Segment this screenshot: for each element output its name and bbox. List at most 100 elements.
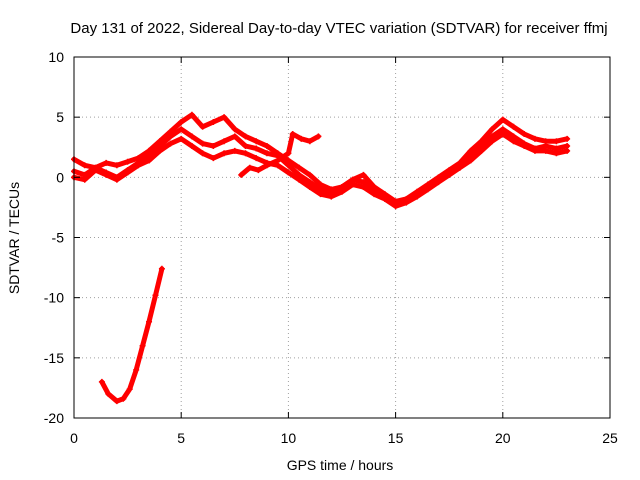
data-point: [178, 135, 185, 142]
y-axis-label: SDTVAR / TECUs: [6, 182, 22, 294]
data-point: [246, 164, 253, 171]
x-tick-label: 0: [70, 430, 78, 446]
data-point: [231, 133, 238, 140]
data-point: [126, 386, 133, 393]
data-point: [263, 162, 270, 169]
data-point: [92, 167, 99, 174]
y-tick-label: -20: [44, 410, 64, 426]
data-point: [456, 164, 463, 171]
data-point: [564, 135, 571, 142]
data-point: [274, 157, 281, 164]
series-line: [238, 131, 321, 178]
data-point: [489, 126, 496, 133]
data-point: [210, 155, 217, 162]
data-point: [242, 143, 249, 150]
data-point: [81, 162, 88, 169]
data-point: [103, 159, 110, 166]
data-point: [253, 138, 260, 145]
data-point: [242, 133, 249, 140]
data-point: [521, 143, 528, 150]
data-point: [564, 147, 571, 154]
data-point: [146, 318, 153, 325]
y-tick-label: 5: [56, 109, 64, 125]
data-point: [296, 164, 303, 171]
data-point: [553, 138, 560, 145]
data-point: [403, 199, 410, 206]
x-tick-label: 5: [177, 430, 185, 446]
y-tick-label: -5: [52, 230, 65, 246]
data-point: [467, 157, 474, 164]
data-point: [360, 171, 367, 178]
data-point: [124, 158, 131, 165]
data-point: [360, 183, 367, 190]
data-point: [133, 366, 140, 373]
data-point: [199, 123, 206, 130]
data-point: [371, 191, 378, 198]
data-point: [210, 143, 217, 150]
data-point: [139, 342, 146, 349]
data-point: [242, 150, 249, 157]
data-point: [253, 145, 260, 152]
data-point: [178, 126, 185, 133]
data-point: [105, 390, 112, 397]
data-point: [306, 138, 313, 145]
data-point: [349, 181, 356, 188]
x-tick-label: 15: [388, 430, 404, 446]
data-point: [285, 162, 292, 169]
x-axis-label: GPS time / hours: [287, 457, 394, 473]
data-point: [221, 114, 228, 121]
data-point: [199, 140, 206, 147]
data-point: [156, 147, 163, 154]
data-point: [521, 131, 528, 138]
data-point: [478, 147, 485, 154]
data-point: [221, 150, 228, 157]
data-point: [158, 265, 165, 272]
data-point: [285, 169, 292, 176]
y-tick-label: -10: [44, 290, 64, 306]
x-tick-label: 25: [602, 430, 618, 446]
data-point: [238, 171, 245, 178]
data-point: [328, 193, 335, 200]
data-point: [178, 118, 185, 125]
data-point: [152, 292, 159, 299]
data-point: [414, 193, 421, 200]
data-point: [424, 186, 431, 193]
data-point: [135, 162, 142, 169]
data-point: [381, 195, 388, 202]
data-point: [255, 167, 262, 174]
data-point: [285, 150, 292, 157]
data-point: [188, 143, 195, 150]
data-point: [231, 147, 238, 154]
data-point: [81, 176, 88, 183]
data-point: [253, 155, 260, 162]
data-point: [120, 395, 127, 402]
data-point: [499, 116, 506, 123]
data-point: [98, 378, 105, 385]
data-point: [298, 135, 305, 142]
data-point: [103, 171, 110, 178]
data-point: [146, 157, 153, 164]
chart-title: Day 131 of 2022, Sidereal Day-to-day VTE…: [70, 20, 607, 37]
data-point: [113, 398, 120, 405]
data-point: [435, 179, 442, 186]
data-point: [167, 140, 174, 147]
x-tick-label: 20: [495, 430, 511, 446]
data-point: [392, 203, 399, 210]
grid: [74, 57, 610, 418]
data-point: [113, 162, 120, 169]
data-point: [124, 169, 131, 176]
data-point: [489, 138, 496, 145]
data-point: [315, 133, 322, 140]
data-point: [306, 171, 313, 178]
data-point: [113, 176, 120, 183]
data-point: [499, 131, 506, 138]
data-point: [188, 133, 195, 140]
y-tick-label: 0: [56, 169, 64, 185]
x-tick-label: 10: [281, 430, 297, 446]
data-point: [531, 147, 538, 154]
data-point: [510, 123, 517, 130]
data-point: [531, 135, 538, 142]
data-point: [317, 191, 324, 198]
data-point: [339, 188, 345, 195]
